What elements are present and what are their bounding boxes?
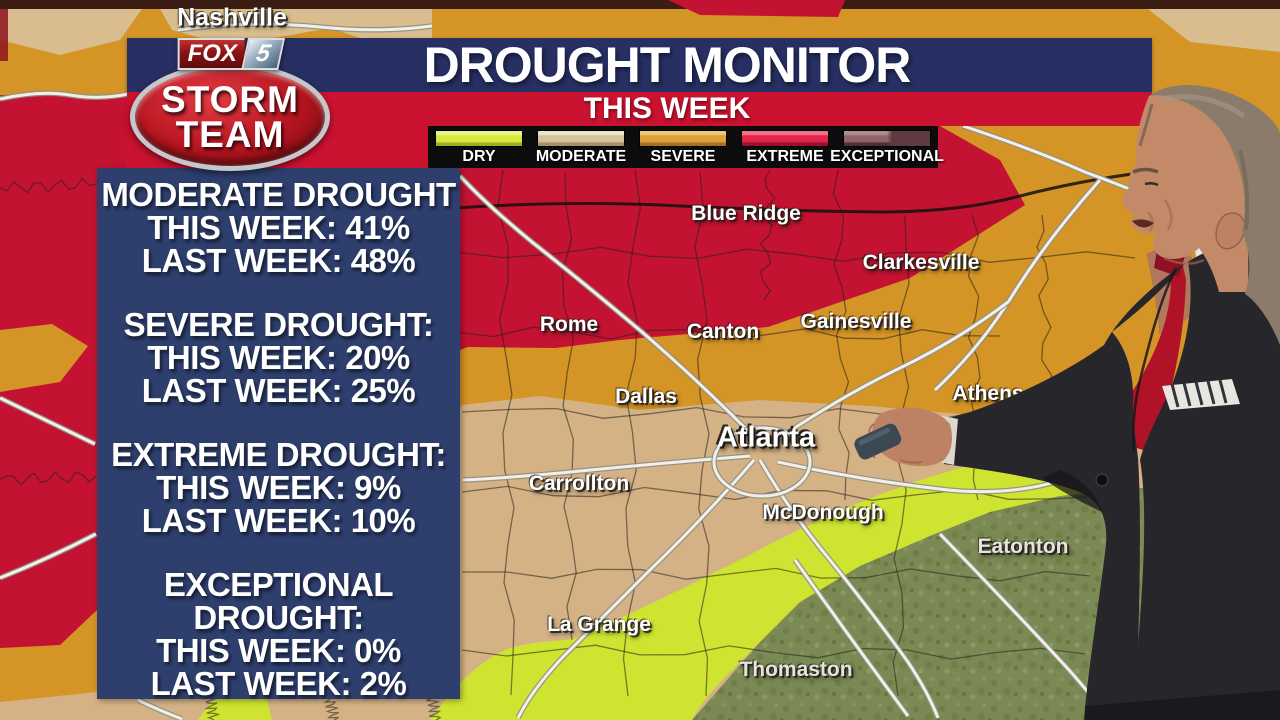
- city-label-gainesville: Gainesville: [800, 310, 912, 333]
- highway-lines: [0, 21, 1154, 720]
- city-label-atlanta: Atlanta: [716, 421, 816, 454]
- team-text: TEAM: [175, 114, 285, 155]
- page-title: DROUGHT MONITOR: [423, 37, 912, 93]
- fox5-storm-team-logo: FOX 5 STORM TEAM: [128, 33, 332, 171]
- city-label-rome: Rome: [539, 313, 599, 336]
- county-boundary-lines: [0, 169, 1136, 720]
- drought-legend: DRY MODERATE SEVERE EXTREME EXCEPTIONAL: [428, 126, 944, 168]
- presenter-lapel: [1132, 267, 1178, 453]
- stat-line: MODERATE DROUGHT: [101, 176, 456, 213]
- legend-label: DRY: [462, 148, 496, 165]
- map-tennessee-patch: [160, 9, 432, 62]
- presenter-suit-button: [1095, 473, 1109, 487]
- city-label-thomaston: Thomaston: [739, 658, 853, 681]
- legend-swatch-dry: [435, 130, 523, 147]
- map-region-dry: [430, 442, 1130, 720]
- stat-line: LAST WEEK: 10%: [141, 502, 416, 539]
- presenter-eyebrow: [1132, 167, 1159, 174]
- presenter-mouth: [1132, 219, 1154, 228]
- map-tennessee-patch: [1148, 9, 1280, 52]
- legend-swatch-moderate: [537, 130, 625, 147]
- legend-swatch-exceptional: [843, 130, 931, 147]
- presenter-hair-highlights: [1138, 94, 1250, 231]
- legend-label: EXCEPTIONAL: [830, 148, 944, 165]
- city-label-canton: Canton: [686, 320, 760, 343]
- map-left-red-sliver: [0, 9, 8, 61]
- stat-group-severe: SEVERE DROUGHT: THIS WEEK: 20% LAST WEEK…: [97, 308, 460, 407]
- presenter-clicker: [854, 423, 902, 460]
- stat-line: LAST WEEK: 2%: [150, 665, 407, 702]
- presenter-hair: [1149, 85, 1280, 345]
- presenter-suit-arm: [944, 262, 1186, 720]
- stat-line: EXTREME DROUGHT:: [111, 436, 446, 473]
- legend-swatch-severe: [639, 130, 727, 147]
- legend-item-severe: SEVERE: [632, 126, 734, 168]
- presenter-pocket-square-stripes: [1170, 379, 1228, 408]
- legend-item-dry: DRY: [428, 126, 530, 168]
- city-label-carrollton: Carrollton: [528, 472, 630, 495]
- city-label-nashville: Nashville: [177, 3, 287, 32]
- fox5-logo-row: FOX 5: [177, 38, 286, 70]
- map-top-strip: [0, 0, 1280, 9]
- stat-group-extreme: EXTREME DROUGHT: THIS WEEK: 9% LAST WEEK…: [97, 438, 460, 537]
- drought-stats-panel: MODERATE DROUGHT THIS WEEK: 41% LAST WEE…: [97, 168, 460, 700]
- legend-item-exceptional: EXCEPTIONAL: [830, 126, 944, 168]
- presenter-suit-body: [1132, 228, 1280, 720]
- legend-item-moderate: MODERATE: [530, 126, 632, 168]
- stat-line: LAST WEEK: 48%: [141, 242, 416, 279]
- presenter-hand: [872, 407, 952, 467]
- legend-swatch-extreme: [741, 130, 829, 147]
- city-label-mcdonough: McDonough: [762, 501, 884, 524]
- stat-line: EXCEPTIONAL: [163, 566, 394, 603]
- stat-line: THIS WEEK: 0%: [156, 632, 401, 669]
- legend-item-extreme: EXTREME: [734, 126, 836, 168]
- presenter-trousers: [1085, 690, 1280, 720]
- stat-line: SEVERE DROUGHT:: [123, 306, 434, 343]
- stat-line: THIS WEEK: 20%: [147, 339, 410, 376]
- legend-label: EXTREME: [746, 148, 824, 165]
- storm-text: STORM: [161, 79, 299, 120]
- city-label-dallas: Dallas: [615, 385, 677, 408]
- map-tennessee-patch: [0, 9, 142, 55]
- presenter-face-shading: [1146, 199, 1205, 265]
- legend-label: MODERATE: [535, 148, 627, 165]
- storm-team-badge: STORM TEAM: [130, 63, 330, 171]
- presenter-ear: [1215, 212, 1246, 250]
- city-label-la-grange: La Grange: [547, 613, 651, 636]
- stat-line: DROUGHT:: [193, 599, 364, 636]
- presenter-underarm-shadow: [1042, 470, 1102, 512]
- presenter-eye: [1144, 181, 1159, 187]
- stat-group-moderate: MODERATE DROUGHT THIS WEEK: 41% LAST WEE…: [97, 178, 460, 277]
- fox-logo: FOX: [177, 38, 245, 70]
- map-gold-patch: [0, 324, 88, 392]
- legend-label: SEVERE: [650, 148, 716, 165]
- city-label-eatonton: Eatonton: [977, 535, 1069, 558]
- stat-line: THIS WEEK: 9%: [156, 469, 401, 506]
- city-label-blue-ridge: Blue Ridge: [691, 202, 801, 225]
- stat-line: THIS WEEK: 41%: [147, 209, 410, 246]
- stat-group-exceptional: EXCEPTIONAL DROUGHT: THIS WEEK: 0% LAST …: [97, 568, 460, 700]
- presenter-tie: [1116, 252, 1186, 452]
- city-label-clarkesville: Clarkesville: [862, 251, 980, 274]
- page-subtitle: THIS WEEK: [583, 92, 751, 125]
- stat-line: LAST WEEK: 25%: [141, 372, 416, 409]
- map-top-red-blob: [668, 0, 845, 17]
